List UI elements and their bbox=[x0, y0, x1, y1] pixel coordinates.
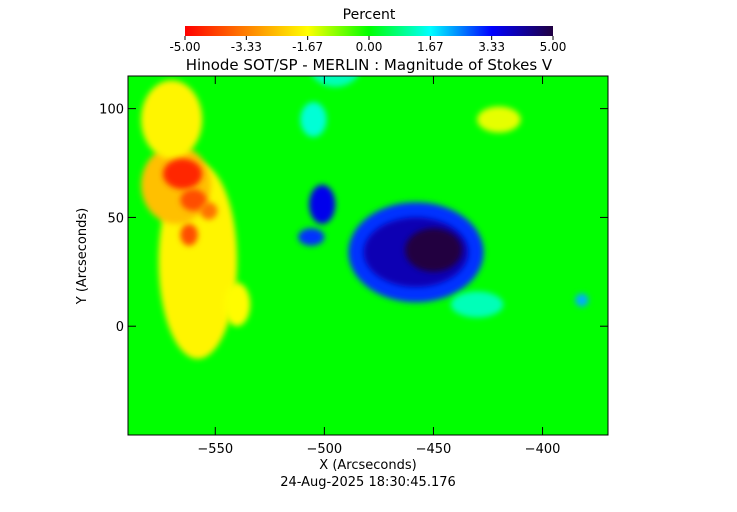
axis-ticks bbox=[128, 76, 608, 435]
magnetic-feature bbox=[141, 80, 203, 159]
colorbar-tick-label: -3.33 bbox=[231, 40, 262, 54]
x-tick-label: −400 bbox=[525, 442, 561, 457]
timestamp: 24-Aug-2025 18:30:45.176 bbox=[280, 475, 456, 490]
magnetic-feature bbox=[405, 228, 462, 272]
x-tick-labels: −550 −500 −450 −400 bbox=[197, 442, 560, 457]
plot-frame bbox=[127, 75, 609, 436]
magnetic-feature bbox=[298, 228, 325, 246]
magnetic-feature bbox=[477, 106, 521, 133]
y-tick-labels: 0 50 100 bbox=[99, 103, 124, 336]
colorbar-ticks: -5.00 -3.33 -1.67 0.00 1.67 3.33 5.00 bbox=[169, 36, 566, 54]
colorbar-gradient bbox=[185, 26, 553, 36]
colorbar-title: Percent bbox=[343, 7, 396, 23]
magnetic-feature bbox=[309, 184, 336, 224]
x-tick-label: −450 bbox=[416, 442, 452, 457]
magnetic-feature bbox=[162, 158, 203, 190]
y-tick-label: 0 bbox=[116, 320, 124, 335]
x-axis-label: X (Arcseconds) bbox=[319, 458, 416, 473]
y-tick-label: 100 bbox=[99, 103, 124, 118]
colorbar: Percent -5.00 -3.33 -1.67 0.00 1.67 3.33 5.00 bbox=[169, 7, 566, 54]
chart-title: Hinode SOT/SP - MERLIN : Magnitude of St… bbox=[186, 56, 553, 74]
colorbar-tick-label: -1.67 bbox=[292, 40, 323, 54]
heatmap-features bbox=[141, 76, 589, 359]
magnetic-feature bbox=[450, 291, 504, 318]
colorbar-tick-label: 5.00 bbox=[540, 40, 567, 54]
heatmap-image bbox=[128, 76, 608, 435]
colorbar-tick-label: -5.00 bbox=[169, 40, 200, 54]
colorbar-tick-label: 0.00 bbox=[356, 40, 383, 54]
x-tick-label: −550 bbox=[197, 442, 233, 457]
magnetic-feature bbox=[300, 102, 327, 137]
magnetic-feature bbox=[575, 293, 589, 307]
colorbar-tick-label: 1.67 bbox=[417, 40, 444, 54]
colorbar-tick-label: 3.33 bbox=[478, 40, 505, 54]
y-tick-label: 50 bbox=[107, 211, 124, 226]
y-axis-label: Y (Arcseconds) bbox=[75, 208, 90, 305]
magnetic-feature bbox=[224, 282, 251, 327]
magnetic-feature bbox=[180, 189, 207, 211]
x-tick-label: −500 bbox=[307, 442, 343, 457]
magnetic-feature bbox=[200, 202, 218, 220]
magnetic-feature bbox=[180, 223, 198, 246]
